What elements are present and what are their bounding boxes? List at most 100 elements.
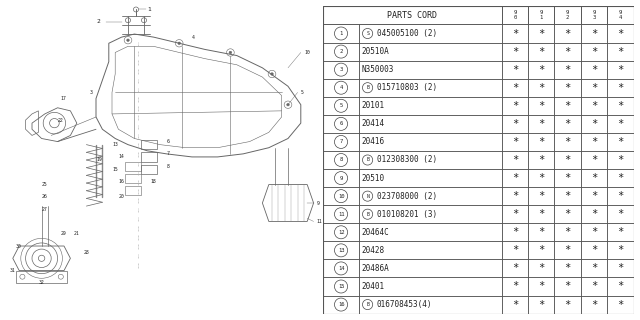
- Bar: [359, 277, 502, 296]
- Bar: [359, 205, 502, 223]
- Text: *: *: [512, 28, 518, 38]
- Text: *: *: [618, 119, 623, 129]
- Text: 17: 17: [61, 96, 67, 101]
- Bar: [528, 60, 554, 79]
- Bar: [581, 60, 607, 79]
- Text: *: *: [618, 263, 623, 273]
- Text: *: *: [512, 282, 518, 292]
- Text: *: *: [591, 209, 597, 219]
- Bar: [528, 43, 554, 60]
- Text: *: *: [512, 263, 518, 273]
- Text: 20: 20: [118, 194, 124, 199]
- Bar: [581, 260, 607, 277]
- Text: 10: 10: [338, 194, 344, 199]
- Text: *: *: [618, 83, 623, 93]
- Bar: [359, 151, 502, 169]
- Text: *: *: [538, 191, 545, 201]
- Text: *: *: [538, 65, 545, 75]
- Text: *: *: [591, 83, 597, 93]
- Bar: [502, 223, 528, 241]
- Text: *: *: [618, 209, 623, 219]
- Text: *: *: [512, 83, 518, 93]
- Text: 11: 11: [317, 219, 323, 224]
- Bar: [607, 169, 634, 187]
- Text: 13: 13: [338, 248, 344, 253]
- Text: 14: 14: [338, 266, 344, 271]
- Bar: [528, 260, 554, 277]
- Bar: [607, 151, 634, 169]
- Bar: [607, 97, 634, 115]
- Bar: [502, 296, 528, 314]
- Bar: [502, 133, 528, 151]
- Bar: [528, 24, 554, 43]
- Bar: [581, 97, 607, 115]
- Text: *: *: [591, 282, 597, 292]
- Text: 26: 26: [42, 194, 47, 199]
- Text: *: *: [618, 137, 623, 147]
- Bar: [554, 296, 581, 314]
- Text: 9: 9: [317, 201, 319, 205]
- Text: 19: 19: [96, 157, 102, 163]
- Bar: [581, 277, 607, 296]
- Bar: [359, 97, 502, 115]
- Bar: [607, 6, 634, 24]
- Bar: [607, 205, 634, 223]
- Bar: [528, 169, 554, 187]
- Bar: [359, 60, 502, 79]
- Text: *: *: [564, 209, 571, 219]
- Text: *: *: [512, 155, 518, 165]
- Bar: [359, 43, 502, 60]
- Text: *: *: [538, 119, 545, 129]
- Bar: [528, 97, 554, 115]
- Text: 20414: 20414: [362, 119, 385, 128]
- Text: 28: 28: [83, 250, 89, 255]
- Text: *: *: [538, 101, 545, 111]
- Bar: [554, 223, 581, 241]
- Text: *: *: [591, 227, 597, 237]
- Text: 012308300 (2): 012308300 (2): [377, 156, 437, 164]
- Bar: [323, 151, 359, 169]
- Text: 8: 8: [166, 164, 169, 169]
- Text: *: *: [564, 227, 571, 237]
- Bar: [554, 79, 581, 97]
- Text: 9: 9: [339, 176, 342, 180]
- Text: *: *: [538, 209, 545, 219]
- Bar: [502, 6, 528, 24]
- Text: N: N: [366, 194, 369, 199]
- Bar: [581, 6, 607, 24]
- Text: 14: 14: [118, 155, 124, 159]
- Bar: [581, 79, 607, 97]
- Bar: [581, 151, 607, 169]
- Text: *: *: [512, 47, 518, 57]
- Text: S: S: [366, 31, 369, 36]
- Bar: [323, 296, 359, 314]
- Text: *: *: [538, 173, 545, 183]
- Bar: [554, 205, 581, 223]
- Text: *: *: [618, 65, 623, 75]
- Bar: [581, 205, 607, 223]
- Text: *: *: [564, 245, 571, 255]
- Bar: [359, 24, 502, 43]
- Text: 2: 2: [96, 19, 100, 24]
- Bar: [528, 79, 554, 97]
- Bar: [581, 241, 607, 260]
- Text: 1: 1: [339, 31, 342, 36]
- Text: *: *: [591, 137, 597, 147]
- Text: *: *: [564, 263, 571, 273]
- Bar: [581, 169, 607, 187]
- Bar: [554, 241, 581, 260]
- Bar: [554, 277, 581, 296]
- Text: *: *: [564, 101, 571, 111]
- Text: *: *: [564, 47, 571, 57]
- Bar: [323, 187, 359, 205]
- Bar: [554, 6, 581, 24]
- Text: 5: 5: [301, 90, 303, 95]
- Bar: [554, 97, 581, 115]
- Text: *: *: [538, 137, 545, 147]
- Text: *: *: [512, 173, 518, 183]
- Bar: [323, 205, 359, 223]
- Text: *: *: [618, 282, 623, 292]
- Text: 20401: 20401: [362, 282, 385, 291]
- Text: 9
1: 9 1: [540, 11, 543, 20]
- Bar: [581, 24, 607, 43]
